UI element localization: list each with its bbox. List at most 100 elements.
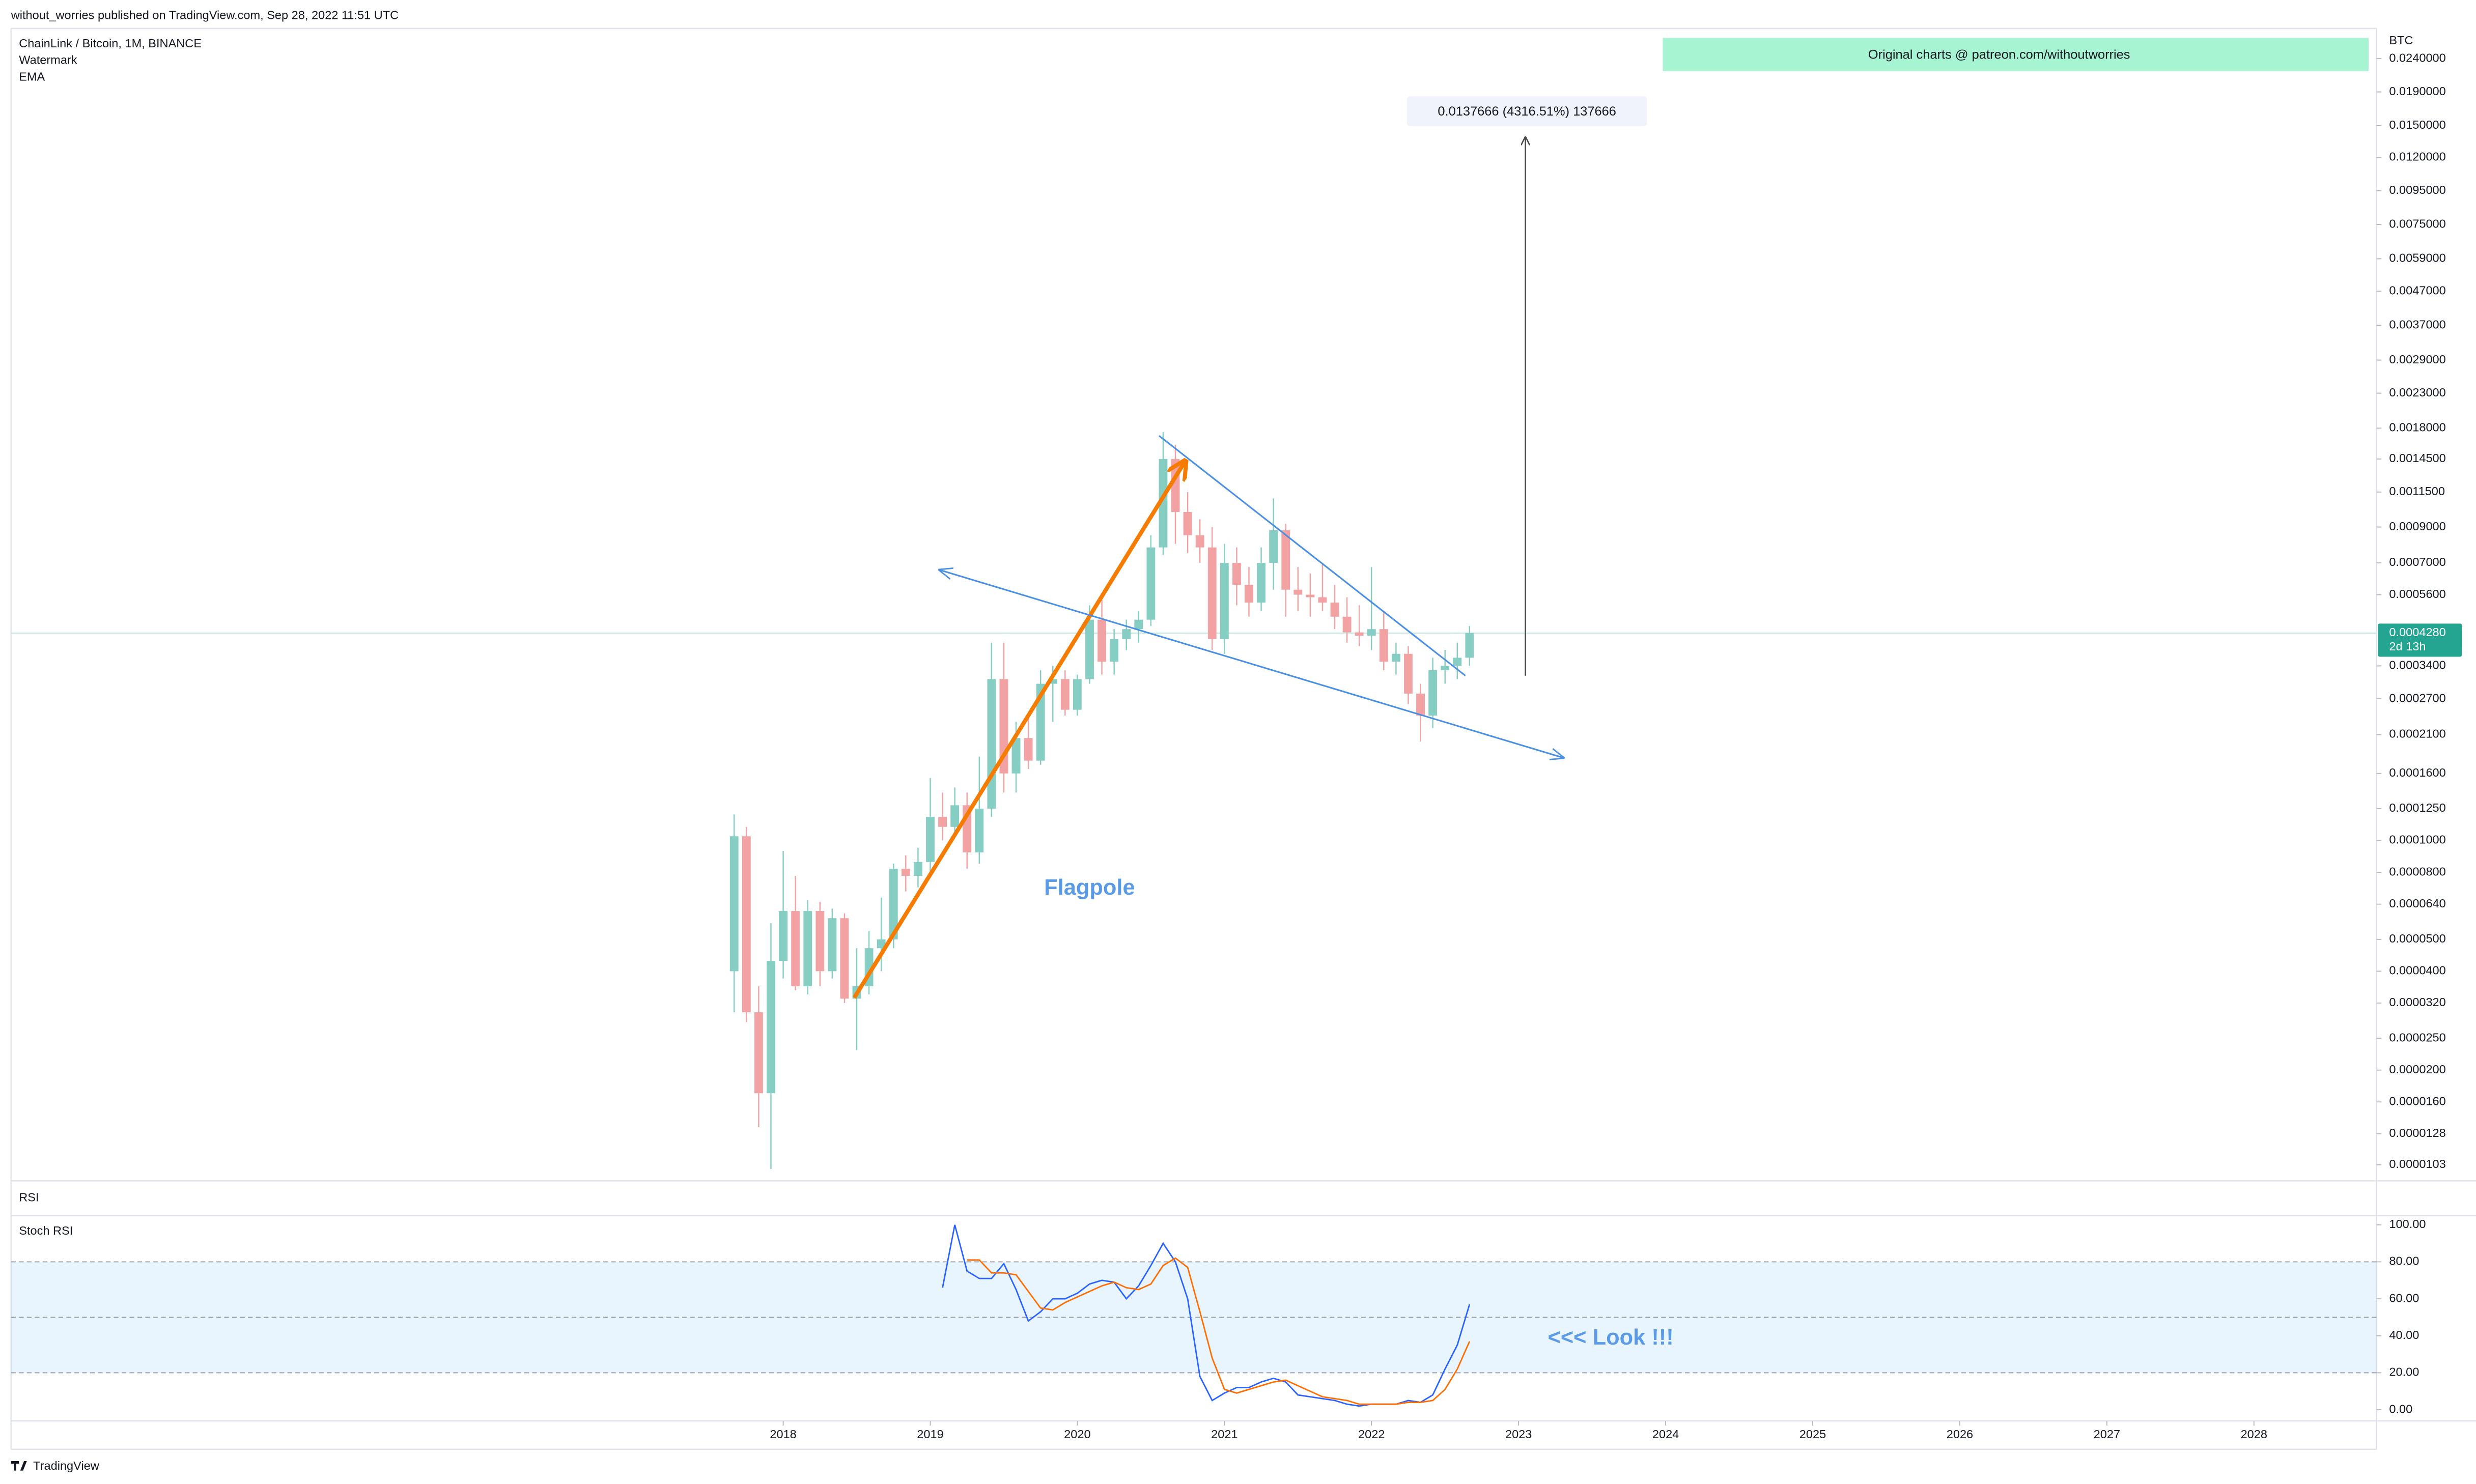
candle-body (1110, 639, 1119, 662)
x-tick-label: 2021 (1211, 1428, 1237, 1441)
candle-body (779, 911, 787, 961)
pane-title: Stoch RSI (19, 1224, 73, 1237)
candle-body (1416, 693, 1425, 716)
candle-body (1428, 670, 1438, 716)
banner (1663, 38, 2369, 71)
x-tick-label: 2020 (1064, 1428, 1090, 1441)
y-tick-label: 0.0075000 (2389, 217, 2445, 230)
candle-body (742, 836, 751, 1013)
last-price-box (2378, 623, 2462, 657)
banner-text: Original charts @ patreon.com/withoutwor… (1868, 47, 2130, 62)
y-tick-label: 0.0001250 (2389, 801, 2445, 814)
countdown: 2d 13h (2389, 640, 2426, 653)
publisher: without_worries published on TradingView… (11, 8, 399, 21)
wedge-lower-line (940, 570, 1563, 758)
candle-body (1293, 589, 1303, 595)
x-tick-label: 2027 (2094, 1428, 2120, 1441)
y-tick-label: 0.0002100 (2389, 727, 2445, 740)
y-tick-label: 80.00 (2389, 1254, 2419, 1268)
y-tick-label: 0.0000800 (2389, 865, 2445, 878)
candle-body (1098, 619, 1106, 662)
candle-body (1122, 629, 1131, 639)
candle-body (1146, 547, 1156, 620)
y-tick-label: 0.0001000 (2389, 833, 2445, 846)
candle-body (1465, 633, 1474, 658)
candle-body (913, 862, 922, 876)
x-tick-label: 2018 (770, 1428, 796, 1441)
candle-body (975, 808, 984, 852)
candle-body (1379, 629, 1388, 662)
pane-title: RSI (19, 1191, 39, 1204)
x-tick-label: 2019 (917, 1428, 943, 1441)
y-tick-label: 0.0000640 (2389, 897, 2445, 910)
y-tick-label: 0.0000128 (2389, 1126, 2445, 1139)
candle-body (987, 679, 996, 809)
candle-body (1342, 616, 1352, 633)
labels: without_worries published on TradingView… (11, 8, 2413, 1472)
y-tick-label: 0.00 (2389, 1402, 2412, 1415)
y-tick-label: 60.00 (2389, 1291, 2419, 1304)
candle-body (1318, 597, 1327, 603)
candle-body (1281, 530, 1290, 590)
y-tick-label: 0.0000400 (2389, 964, 2445, 977)
y-tick-label: 0.0000200 (2389, 1063, 2445, 1076)
y-tick-label: 0.0001600 (2389, 766, 2445, 779)
candle-body (1195, 535, 1204, 548)
candle-body (1024, 738, 1033, 761)
y-tick-label: 40.00 (2389, 1328, 2419, 1342)
candle-body (828, 918, 837, 972)
y-tick-label: 0.0037000 (2389, 318, 2445, 331)
y-tick-label: 0.0240000 (2389, 51, 2445, 64)
y-tick-label: 0.0014500 (2389, 451, 2445, 465)
symbol-title: ChainLink / Bitcoin, 1M, BINANCE (19, 37, 202, 50)
candle-body (754, 1012, 763, 1094)
last-price-label: 0.0004280 (2389, 625, 2445, 639)
x-tick-label: 2023 (1505, 1428, 1532, 1441)
axis-unit: BTC (2389, 34, 2413, 47)
x-tick-label: 2024 (1652, 1428, 1679, 1441)
candle-body (938, 817, 947, 827)
look-label: <<< Look !!! (1548, 1325, 1673, 1350)
y-tick-label: 0.0000103 (2389, 1157, 2445, 1171)
logo (11, 1461, 27, 1471)
y-tick-label: 0.0000250 (2389, 1031, 2445, 1044)
candle-body (1269, 530, 1278, 563)
candle-body (1085, 619, 1094, 679)
candle-body (1453, 658, 1462, 666)
y-tick-label: 0.0190000 (2389, 84, 2445, 98)
indicator-label: Watermark (19, 53, 77, 67)
candle-body (1060, 679, 1070, 710)
candle-body (1391, 653, 1400, 662)
y-tick-label: 0.0003400 (2389, 659, 2445, 672)
y-tick-label: 0.0011500 (2389, 484, 2445, 498)
back-layer (11, 58, 2381, 1426)
candle-body (815, 911, 825, 972)
measure-box (1406, 96, 1647, 127)
band-fill (11, 1262, 2377, 1373)
drawings: 0.0137666 (4316.51%) 137666 Original cha… (852, 38, 2369, 1350)
series-line (967, 1257, 1471, 1405)
y-tick-label: 0.0095000 (2389, 183, 2445, 196)
candle-body (950, 805, 960, 827)
candle-body (889, 869, 898, 939)
candle-body (729, 836, 739, 972)
candle-body (840, 918, 849, 999)
y-tick-label: 100.00 (2389, 1217, 2426, 1231)
y-tick-label: 0.0000320 (2389, 995, 2445, 1009)
y-tick-label: 0.0023000 (2389, 386, 2445, 399)
y-tick-label: 0.0005600 (2389, 587, 2445, 601)
y-tick-label: 0.0120000 (2389, 150, 2445, 163)
candle-body (791, 911, 800, 986)
candle-body (901, 869, 910, 876)
y-tick-label: 0.0007000 (2389, 555, 2445, 568)
candle-body (1134, 619, 1143, 630)
frame (10, 27, 2476, 1450)
y-tick-label: 0.0018000 (2389, 420, 2445, 434)
flagpole-label: Flagpole (1044, 875, 1135, 900)
candle-body (1159, 459, 1168, 548)
y-tick-label: 0.0000500 (2389, 932, 2445, 945)
candle-body (926, 817, 935, 862)
y-tick-label: 0.0002700 (2389, 691, 2445, 704)
